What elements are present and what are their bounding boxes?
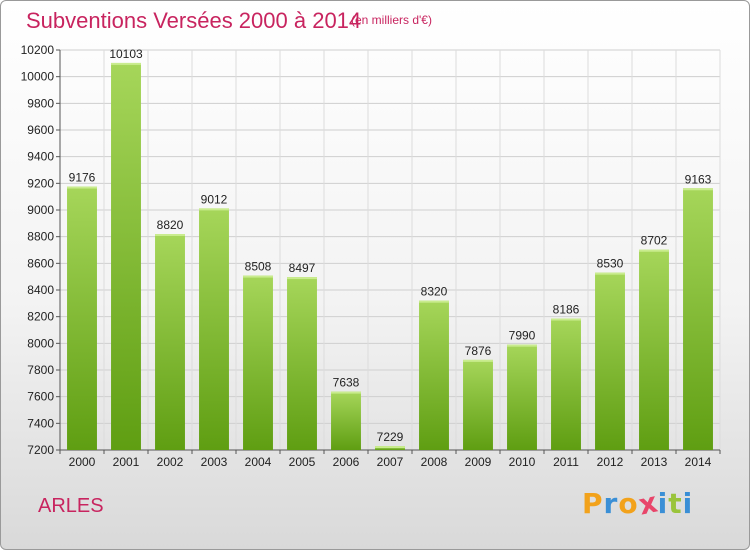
chart-subtitle: (en milliers d'€) <box>351 13 432 27</box>
y-tick-label: 10000 <box>21 70 55 84</box>
value-label-2007: 7229 <box>377 430 404 444</box>
bar-2005 <box>287 277 317 450</box>
x-tick-label-2013: 2013 <box>641 455 668 469</box>
y-tick-label: 9600 <box>27 123 54 137</box>
y-tick-label: 7200 <box>27 443 54 457</box>
bar-2013 <box>639 249 669 450</box>
y-tick-label: 8000 <box>27 336 54 350</box>
bar-highlight <box>111 62 141 65</box>
bar-2002 <box>155 234 185 450</box>
x-tick-label-2006: 2006 <box>333 455 360 469</box>
bar-highlight <box>287 277 317 280</box>
value-label-2000: 9176 <box>69 171 96 185</box>
value-label-2002: 8820 <box>157 218 184 232</box>
y-tick-label: 8400 <box>27 283 54 297</box>
bar-highlight <box>331 391 361 394</box>
bar-highlight <box>67 186 97 189</box>
x-tick-label-2004: 2004 <box>245 455 272 469</box>
logo-letter: i <box>682 487 694 520</box>
x-tick-label-2002: 2002 <box>157 455 184 469</box>
value-label-2010: 7990 <box>509 329 536 343</box>
x-tick-label-2011: 2011 <box>553 455 579 469</box>
value-label-2004: 8508 <box>245 260 272 274</box>
value-label-2012: 8530 <box>597 257 624 271</box>
logo-letter: t <box>668 487 683 520</box>
bar-2011 <box>551 318 581 450</box>
logo-letter: i <box>657 487 669 520</box>
value-label-2005: 8497 <box>289 261 316 275</box>
value-label-2014: 9163 <box>685 172 712 186</box>
bar-highlight <box>199 208 229 211</box>
y-tick-label: 8200 <box>27 310 54 324</box>
bar-highlight <box>551 318 581 321</box>
bar-2009 <box>463 359 493 450</box>
x-tick-label-2008: 2008 <box>421 455 448 469</box>
x-tick-label-2007: 2007 <box>377 455 404 469</box>
bars <box>67 62 713 451</box>
x-tick-label-2012: 2012 <box>597 455 624 469</box>
bar-highlight <box>243 275 273 278</box>
y-tick-label: 7400 <box>27 416 54 430</box>
logo-letter: P <box>582 487 604 520</box>
x-tick-label-2000: 2000 <box>69 455 96 469</box>
bar-2010 <box>507 344 537 450</box>
x-tick-label-2010: 2010 <box>509 455 536 469</box>
bar-2006 <box>331 391 361 450</box>
bar-2012 <box>595 272 625 450</box>
bar-2004 <box>243 275 273 450</box>
value-label-2013: 8702 <box>641 234 668 248</box>
bar-2001 <box>111 62 141 450</box>
labels: 7200 7400 7600 7800 8000 8200 8400 8600 8800 9000… <box>21 43 712 469</box>
bar-2008 <box>419 300 449 450</box>
y-tick-label: 9000 <box>27 203 54 217</box>
y-tick-label: 9800 <box>27 96 54 110</box>
y-tick-label: 9400 <box>27 150 54 164</box>
bar-highlight <box>639 249 669 252</box>
y-tick-label: 7600 <box>27 390 54 404</box>
bar-highlight <box>683 188 713 191</box>
bar-highlight <box>375 446 405 449</box>
x-tick-label-2014: 2014 <box>685 455 712 469</box>
bar-highlight <box>507 344 537 347</box>
x-tick-label-2005: 2005 <box>289 455 316 469</box>
value-label-2009: 7876 <box>465 344 492 358</box>
logo-letter: r <box>603 487 619 520</box>
bar-highlight <box>419 300 449 303</box>
logo-letter: o <box>618 487 639 520</box>
y-tick-label: 9200 <box>27 176 54 190</box>
x-tick-label-2009: 2009 <box>465 455 492 469</box>
value-label-2001: 10103 <box>109 47 143 61</box>
bar-highlight <box>595 272 625 275</box>
commune-name: ARLES <box>38 495 104 517</box>
bar-highlight <box>463 359 493 362</box>
value-label-2003: 9012 <box>201 192 228 206</box>
bar-2003 <box>199 208 229 450</box>
y-tick-label: 8600 <box>27 256 54 270</box>
x-tick-label-2001: 2001 <box>113 455 140 469</box>
value-label-2006: 7638 <box>333 376 360 390</box>
y-tick-label: 10200 <box>21 43 55 57</box>
y-tick-label: 7800 <box>27 363 54 377</box>
bar-2014 <box>683 188 713 450</box>
chart-title: Subventions Versées 2000 à 2014 <box>26 8 362 33</box>
y-tick-label: 8800 <box>27 230 54 244</box>
x-tick-label-2003: 2003 <box>201 455 228 469</box>
value-label-2008: 8320 <box>421 285 448 299</box>
proxiti-logo: Proxiti <box>582 485 694 521</box>
bar-highlight <box>155 234 185 236</box>
bar-2000 <box>67 186 97 451</box>
value-label-2011: 8186 <box>553 303 580 317</box>
